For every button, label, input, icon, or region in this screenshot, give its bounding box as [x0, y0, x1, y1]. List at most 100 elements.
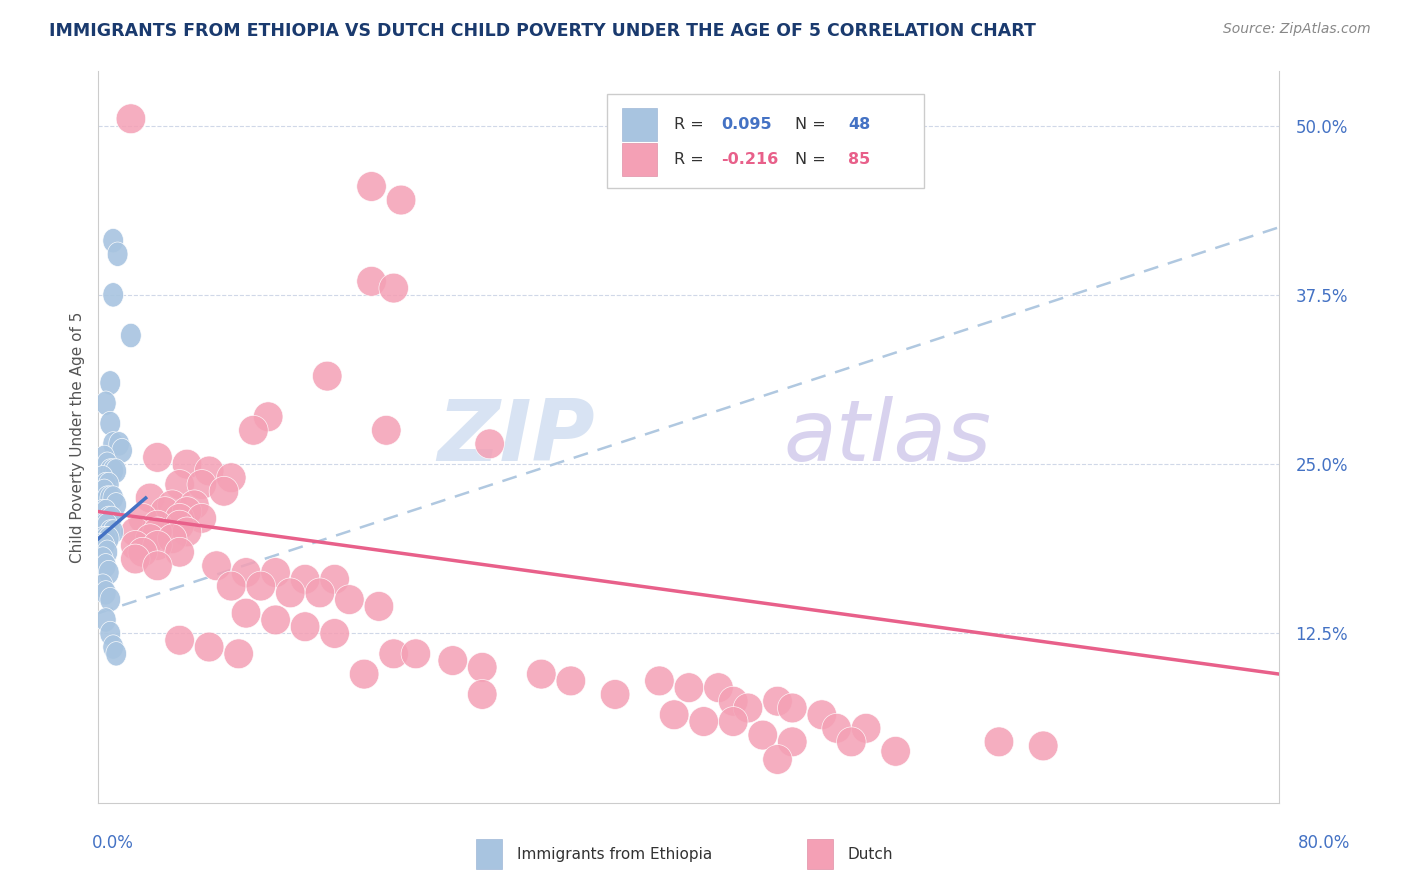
Ellipse shape — [468, 680, 498, 709]
FancyBboxPatch shape — [477, 839, 502, 869]
Ellipse shape — [143, 531, 173, 560]
Text: 85: 85 — [848, 152, 870, 167]
Ellipse shape — [103, 432, 124, 456]
Ellipse shape — [98, 506, 120, 531]
FancyBboxPatch shape — [807, 839, 832, 869]
Ellipse shape — [380, 639, 409, 669]
Ellipse shape — [364, 591, 394, 622]
Ellipse shape — [852, 714, 882, 743]
Ellipse shape — [150, 497, 180, 526]
Ellipse shape — [121, 517, 150, 547]
Ellipse shape — [165, 469, 194, 500]
Ellipse shape — [187, 503, 217, 533]
Ellipse shape — [98, 560, 120, 585]
Ellipse shape — [173, 517, 202, 547]
Ellipse shape — [128, 537, 157, 567]
Ellipse shape — [103, 228, 124, 252]
Text: atlas: atlas — [783, 395, 991, 479]
Ellipse shape — [96, 526, 117, 551]
Ellipse shape — [880, 737, 911, 766]
Ellipse shape — [105, 641, 127, 666]
Ellipse shape — [468, 652, 498, 682]
Ellipse shape — [97, 513, 118, 537]
Text: 0.095: 0.095 — [721, 117, 772, 132]
Ellipse shape — [704, 673, 734, 703]
Text: 0.0%: 0.0% — [91, 834, 134, 852]
Ellipse shape — [371, 416, 401, 445]
Ellipse shape — [202, 551, 232, 581]
Text: Source: ZipAtlas.com: Source: ZipAtlas.com — [1223, 22, 1371, 37]
Ellipse shape — [675, 673, 704, 703]
Ellipse shape — [246, 571, 276, 601]
Text: -0.216: -0.216 — [721, 152, 778, 167]
Ellipse shape — [305, 578, 335, 607]
Ellipse shape — [173, 450, 202, 479]
Ellipse shape — [748, 720, 778, 750]
Ellipse shape — [97, 540, 118, 565]
Ellipse shape — [97, 452, 118, 476]
Ellipse shape — [100, 622, 121, 646]
Ellipse shape — [103, 283, 124, 307]
Ellipse shape — [93, 500, 114, 524]
Ellipse shape — [357, 267, 387, 296]
Ellipse shape — [165, 625, 194, 655]
Text: IMMIGRANTS FROM ETHIOPIA VS DUTCH CHILD POVERTY UNDER THE AGE OF 5 CORRELATION C: IMMIGRANTS FROM ETHIOPIA VS DUTCH CHILD … — [49, 22, 1036, 40]
Ellipse shape — [350, 659, 380, 689]
Ellipse shape — [96, 391, 117, 416]
Ellipse shape — [762, 745, 793, 774]
Ellipse shape — [121, 531, 150, 560]
Ellipse shape — [96, 581, 117, 605]
Ellipse shape — [401, 639, 430, 669]
Ellipse shape — [101, 506, 122, 531]
Ellipse shape — [91, 513, 111, 537]
Ellipse shape — [644, 666, 675, 696]
Ellipse shape — [143, 517, 173, 547]
Ellipse shape — [100, 588, 121, 612]
Ellipse shape — [157, 524, 187, 554]
Ellipse shape — [439, 646, 467, 675]
Ellipse shape — [180, 490, 209, 520]
Text: N =: N = — [796, 152, 831, 167]
Ellipse shape — [103, 486, 124, 510]
Ellipse shape — [807, 700, 837, 730]
Ellipse shape — [380, 273, 409, 303]
Ellipse shape — [165, 510, 194, 540]
Ellipse shape — [98, 472, 120, 497]
Ellipse shape — [253, 402, 283, 432]
Ellipse shape — [107, 242, 128, 267]
Ellipse shape — [291, 565, 321, 594]
Ellipse shape — [527, 659, 557, 689]
FancyBboxPatch shape — [607, 94, 924, 187]
Ellipse shape — [111, 439, 132, 463]
Ellipse shape — [91, 533, 111, 558]
Ellipse shape — [93, 466, 114, 490]
Text: ZIP: ZIP — [437, 395, 595, 479]
Ellipse shape — [173, 497, 202, 526]
Text: R =: R = — [673, 152, 709, 167]
Ellipse shape — [823, 714, 852, 743]
Ellipse shape — [335, 585, 364, 615]
Ellipse shape — [232, 558, 262, 588]
Ellipse shape — [600, 680, 630, 709]
Text: Dutch: Dutch — [848, 847, 893, 862]
Ellipse shape — [165, 503, 194, 533]
Ellipse shape — [209, 476, 239, 506]
Ellipse shape — [239, 416, 269, 445]
Ellipse shape — [357, 171, 387, 202]
Ellipse shape — [94, 513, 115, 537]
Ellipse shape — [135, 524, 165, 554]
Text: 80.0%: 80.0% — [1298, 834, 1350, 852]
Ellipse shape — [276, 578, 305, 607]
Ellipse shape — [121, 323, 141, 348]
Ellipse shape — [97, 486, 118, 510]
FancyBboxPatch shape — [621, 143, 657, 176]
Ellipse shape — [262, 605, 291, 635]
Ellipse shape — [734, 693, 763, 723]
Ellipse shape — [262, 558, 291, 588]
Ellipse shape — [105, 492, 127, 517]
Ellipse shape — [103, 520, 124, 544]
Ellipse shape — [194, 456, 224, 486]
Ellipse shape — [96, 554, 117, 578]
Ellipse shape — [94, 479, 115, 503]
Ellipse shape — [100, 520, 121, 544]
